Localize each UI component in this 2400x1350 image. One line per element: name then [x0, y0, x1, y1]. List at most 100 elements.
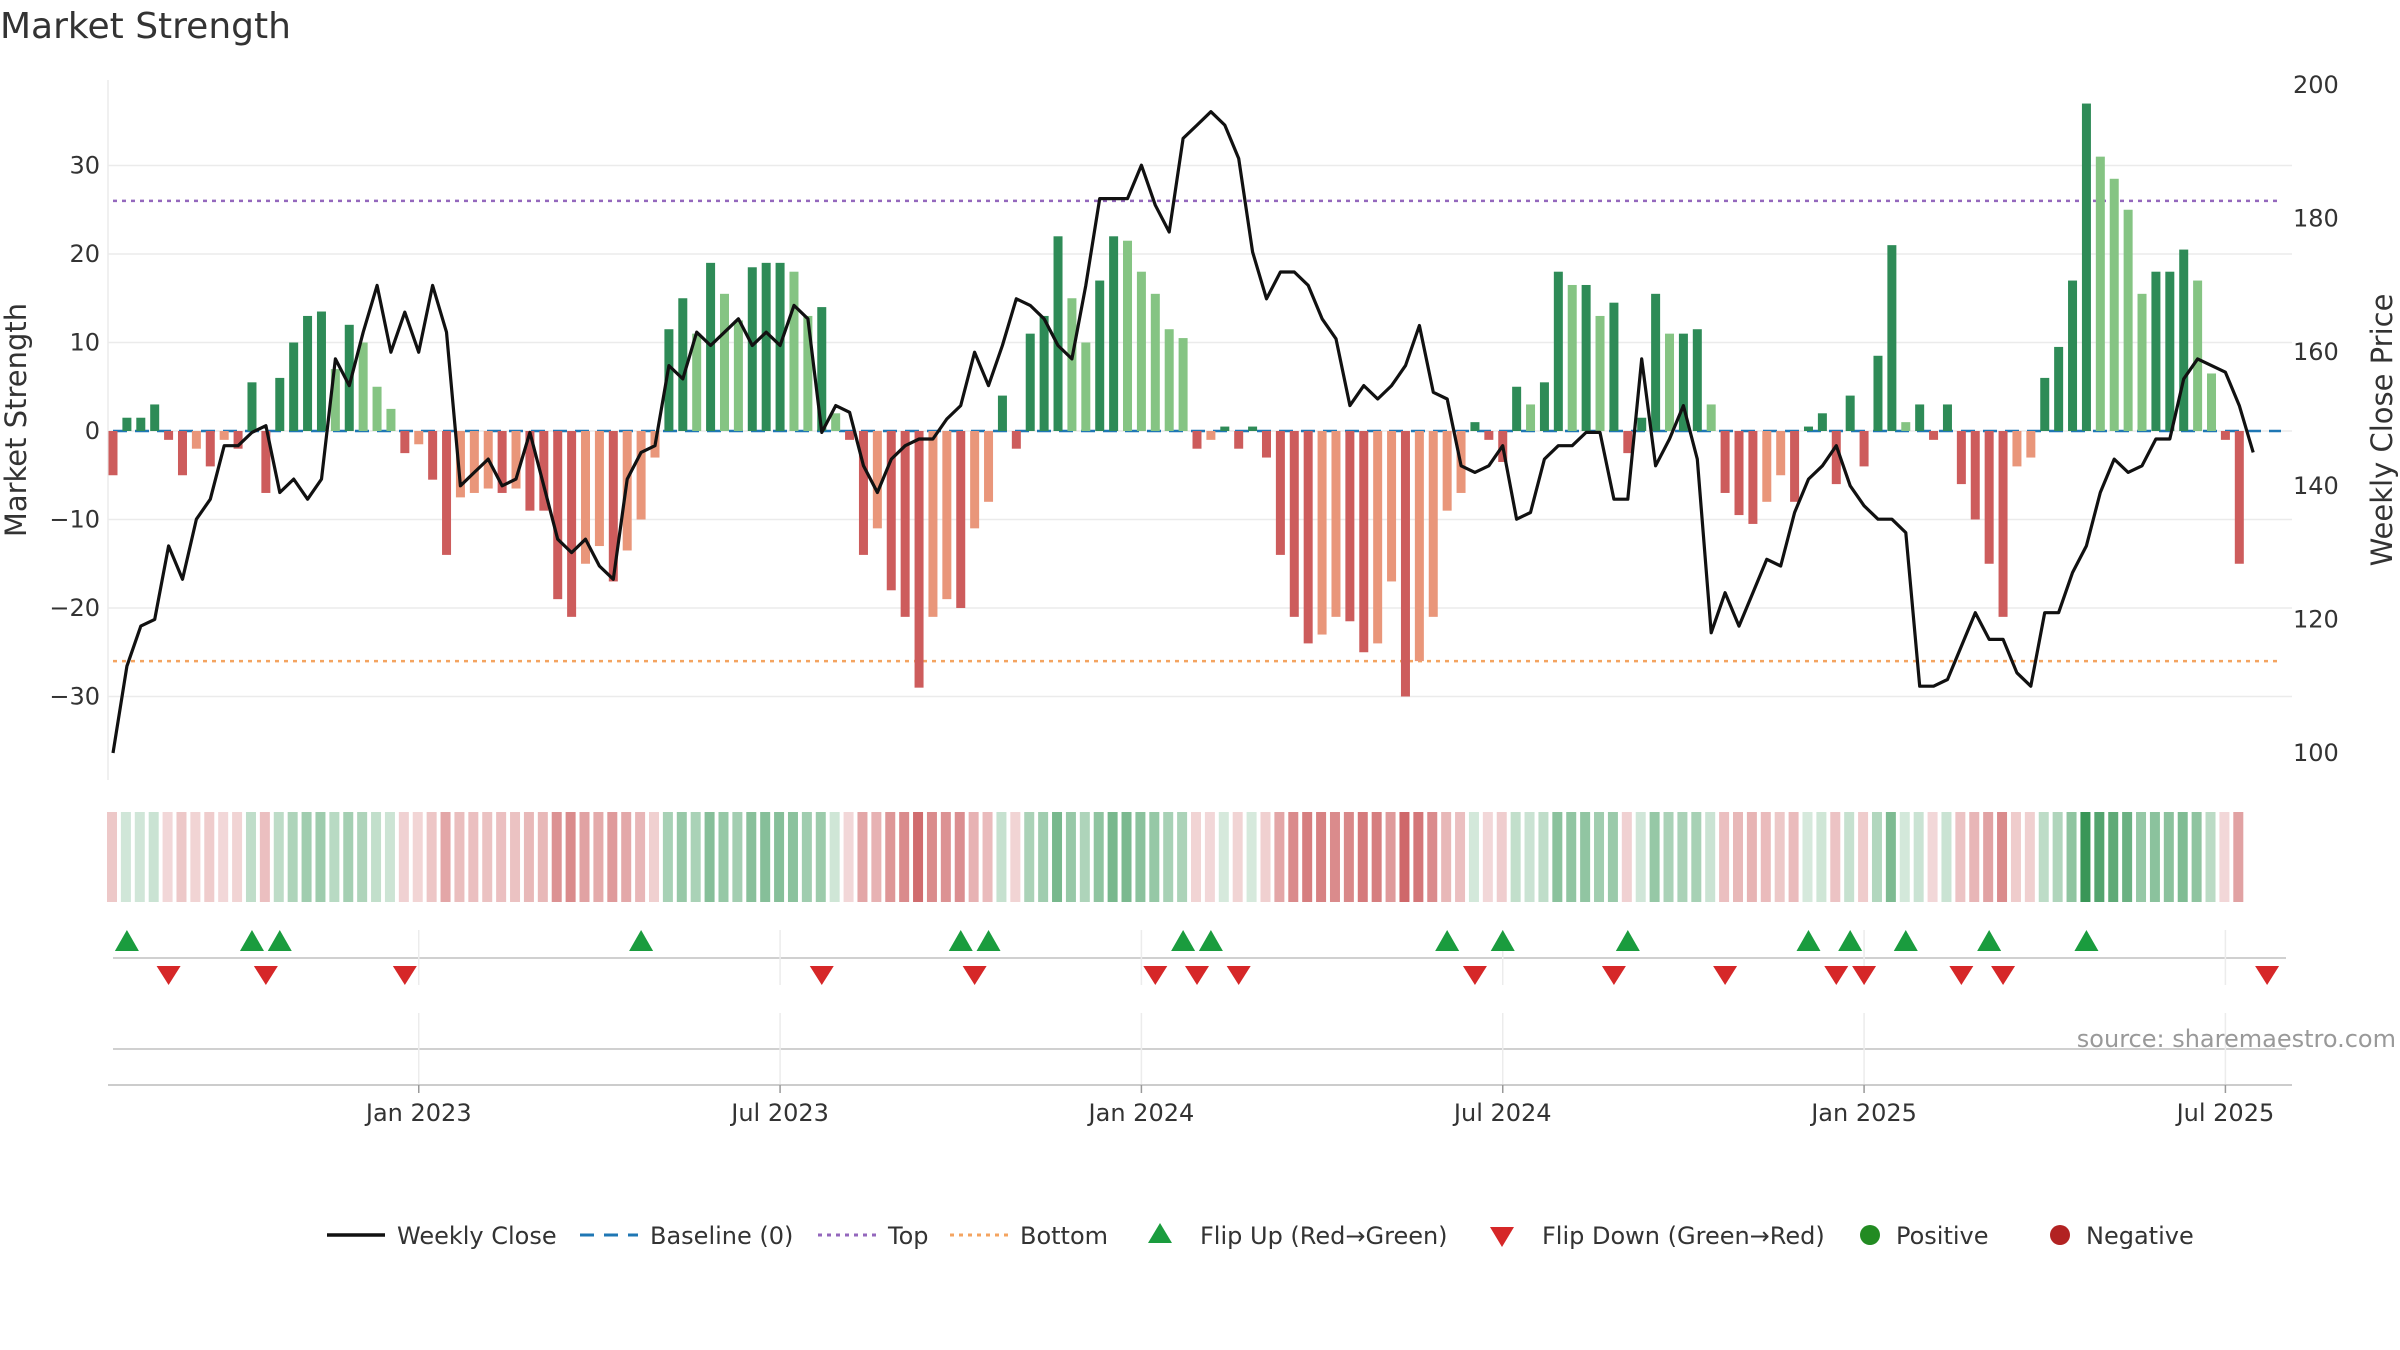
legend-label: Baseline (0) — [650, 1222, 793, 1250]
strength-bar — [872, 431, 882, 529]
heat-cell — [2010, 812, 2021, 902]
left-axis-ticks: 30 20 10 0 −10 −20 −30 — [49, 152, 100, 711]
heat-cell — [1913, 812, 1924, 902]
heat-cell — [843, 812, 854, 902]
strength-bar — [1220, 426, 1230, 431]
heat-cell — [871, 812, 882, 902]
strength-bar — [261, 431, 271, 493]
strength-bar — [1720, 431, 1730, 493]
heat-cell — [885, 812, 896, 902]
heat-cell — [1983, 812, 1994, 902]
strength-bar — [914, 431, 924, 688]
strength-bar — [150, 404, 160, 431]
strength-bar — [1706, 404, 1716, 431]
strength-bar — [1873, 355, 1883, 431]
heat-cell — [1649, 812, 1660, 902]
heat-cell — [1385, 812, 1396, 902]
strength-bar — [400, 431, 410, 454]
strength-bar — [316, 311, 326, 431]
strength-bar — [970, 431, 980, 529]
right-tick-label: 160 — [2293, 338, 2339, 366]
strength-bar — [928, 431, 938, 617]
flip-up-marker — [948, 930, 973, 951]
strength-bar — [803, 315, 813, 431]
heat-cell — [2108, 812, 2119, 902]
heat-cell — [913, 812, 924, 902]
flip-down-marker — [1852, 966, 1877, 985]
heat-cell — [245, 812, 256, 902]
heat-cell — [259, 812, 270, 902]
flip-down-marker — [1713, 966, 1738, 985]
heat-cell — [426, 812, 437, 902]
strength-bar — [108, 431, 118, 476]
heat-cell — [162, 812, 173, 902]
heat-cell — [801, 812, 812, 902]
heat-cell — [1441, 812, 1452, 902]
strength-bar — [2054, 346, 2064, 431]
legend-label: Flip Up (Red→Green) — [1200, 1222, 1448, 1250]
heat-cell — [1510, 812, 1521, 902]
strength-bar — [553, 431, 563, 600]
heat-cell — [2094, 812, 2105, 902]
strength-bar — [1609, 302, 1619, 431]
heat-cell — [2024, 812, 2035, 902]
strength-bar — [1901, 422, 1911, 431]
strength-bar — [303, 315, 313, 431]
strength-bar — [984, 431, 994, 502]
heat-cell — [982, 812, 993, 902]
flip-up-marker — [1893, 930, 1918, 951]
strength-bar — [1567, 284, 1577, 431]
strength-bar — [1470, 422, 1480, 431]
right-tick-label: 140 — [2293, 472, 2339, 500]
right-tick-label: 200 — [2293, 71, 2339, 99]
flip-up-marker — [1796, 930, 1821, 951]
strength-bar — [247, 382, 257, 431]
flip-down-marker — [1185, 966, 1209, 985]
legend-swatch-flip-up — [1148, 1223, 1172, 1243]
strength-bar — [1651, 293, 1661, 431]
heat-cell — [857, 812, 868, 902]
heat-cell — [2149, 812, 2160, 902]
heat-cell — [1399, 812, 1410, 902]
strength-bar — [692, 333, 702, 431]
heat-cell — [1093, 812, 1104, 902]
right-axis-ticks: 200 180 160 140 120 100 — [2293, 71, 2339, 767]
flip-up-marker — [976, 930, 1001, 951]
flip-up-marker — [1838, 930, 1863, 951]
strength-bar — [386, 408, 396, 431]
strength-bar — [1803, 426, 1813, 431]
strength-bar — [1373, 431, 1383, 644]
strength-bar — [1081, 342, 1091, 431]
heat-cell — [1343, 812, 1354, 902]
heat-cell — [1038, 812, 1049, 902]
strength-bar — [136, 417, 146, 431]
strength-bar — [2151, 271, 2161, 431]
strength-bar — [539, 431, 549, 511]
strength-bar — [164, 431, 174, 440]
strength-bar — [1665, 333, 1675, 431]
x-axis: Jan 2023 Jul 2023 Jan 2024 Jul 2024 Jan 2025… — [108, 1084, 2292, 1127]
heat-cell — [357, 812, 368, 902]
strength-bar — [191, 431, 201, 449]
strength-bar — [1831, 431, 1841, 485]
flip-up-marker — [1171, 930, 1196, 951]
flip-up-marker — [267, 930, 292, 951]
strength-bar — [636, 431, 646, 520]
strength-bar — [581, 431, 591, 564]
heat-cell — [384, 812, 395, 902]
flip-up-marker — [2074, 930, 2099, 951]
heat-cell — [1705, 812, 1716, 902]
strength-bar — [2012, 431, 2022, 467]
right-tick-label: 100 — [2293, 739, 2339, 767]
strength-bar — [1317, 431, 1327, 635]
strength-bar — [1053, 236, 1063, 431]
heat-cell — [190, 812, 201, 902]
heat-cell — [273, 812, 284, 902]
right-tick-label: 180 — [2293, 205, 2339, 233]
heat-cell — [398, 812, 409, 902]
strength-bar — [1345, 431, 1355, 622]
flip-down-marker — [1601, 966, 1626, 985]
strength-bar — [1970, 431, 1980, 520]
heat-cell — [1580, 812, 1591, 902]
strength-bar — [719, 293, 729, 431]
